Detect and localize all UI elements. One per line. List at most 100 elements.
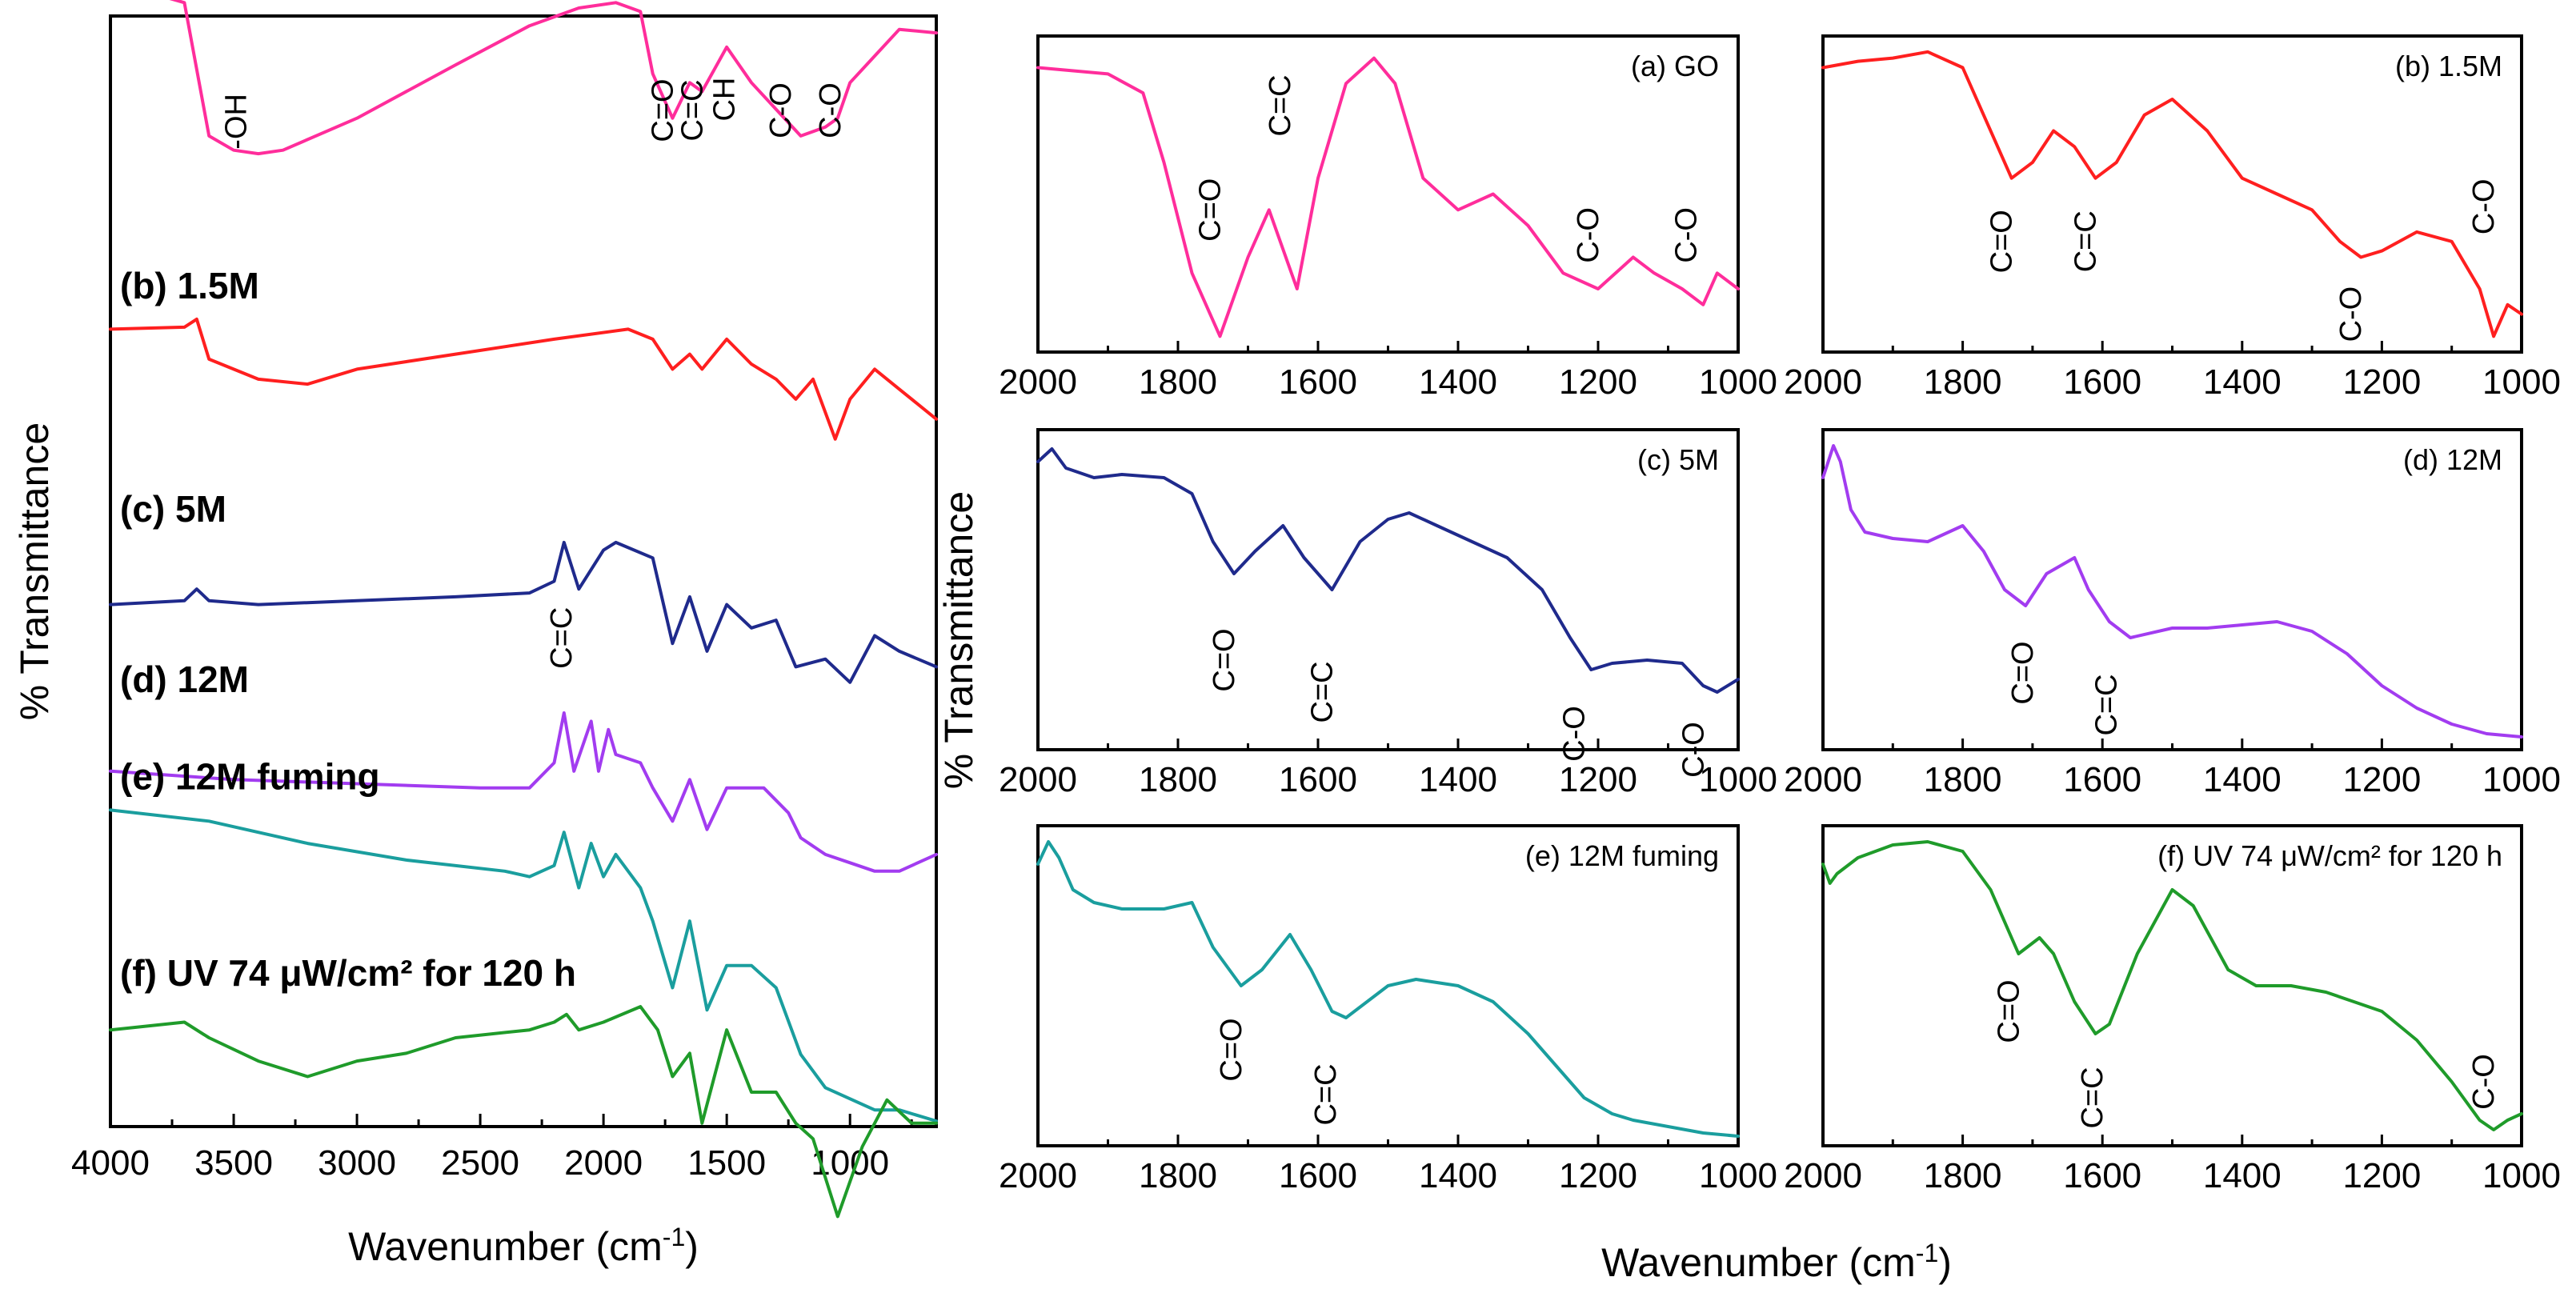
panel-d-x-tick-label: 1800	[1924, 760, 2002, 799]
panel-f-x-tick-label: 1000	[2482, 1156, 2561, 1195]
panel-a-x-tick-label: 1400	[1419, 362, 1497, 402]
panel-f-annotation: C=C	[2076, 1067, 2109, 1128]
left-series-e-line	[109, 808, 938, 1123]
left-annotation: C=C	[545, 607, 579, 669]
left-series-group	[109, 0, 938, 1219]
panel-a-frame	[1036, 34, 1740, 354]
panel-b-annotation: C=C	[2069, 210, 2102, 272]
panel-a: 2000 1800 1600 1400 1200 1000 (a) GO C=O C=C C-O C…	[999, 34, 1777, 402]
left-annotation: C-O	[764, 82, 798, 138]
left-annotation: C=C	[675, 79, 709, 141]
panel-d-x-tick-label: 1400	[2203, 760, 2282, 799]
panel-b-x-tick-label: 1000	[2482, 362, 2561, 402]
left-x-tick-label: 2000	[564, 1143, 643, 1183]
panel-b-annotation: C-O	[2467, 178, 2501, 234]
panel-c-annotation: C=O	[1208, 628, 1241, 691]
left-x-tick-label: 2500	[441, 1143, 519, 1183]
left-plot-frame	[109, 14, 938, 1128]
left-series-b-line	[109, 317, 938, 441]
left-annotations: -OH C=OC=CCH C-O C-OC=C	[219, 78, 847, 669]
panel-f-x-tick-label: 2000	[1784, 1156, 1862, 1195]
left-x-tick-label: 3500	[194, 1143, 273, 1183]
panel-b-x-tick-label: 2000	[1784, 362, 1862, 402]
panel-c-x-tick-label: 1800	[1139, 760, 1217, 799]
panel-d-frame	[1821, 428, 2523, 751]
panel-b: 2000 1800 1600 1400 1200 1000 (b) 1.5M C=O C=C C-…	[1784, 34, 2561, 402]
panel-e-title: (e) 12M fuming	[1525, 839, 1719, 872]
left-series-f-label: (f) UV 74 μW/cm² for 120 h	[120, 952, 576, 994]
right-x-axis-title: Wavenumber (cm-1)	[1601, 1239, 1952, 1285]
panel-f-frame	[1821, 824, 2523, 1147]
panel-c-title: (c) 5M	[1637, 443, 1719, 476]
panel-f-x-tick-label: 1800	[1924, 1156, 2002, 1195]
panel-a-x-tick-label: 1800	[1139, 362, 1217, 402]
panel-c-annotation: C=C	[1306, 661, 1340, 723]
left-series-d-label: (d) 12M	[120, 659, 249, 700]
left-series-c-label: (c) 5M	[120, 488, 226, 530]
panel-f-annotation: C-O	[2467, 1054, 2501, 1110]
panel-e-x-tick-label: 1000	[1699, 1156, 1777, 1195]
panel-f-x-tick-label: 1200	[2342, 1156, 2421, 1195]
left-x-axis-title: Wavenumber (cm-1)	[348, 1223, 699, 1269]
panel-b-x-tick-label: 1800	[1924, 362, 2002, 402]
panel-d-x-tick-label: 1600	[2063, 760, 2141, 799]
left-series-c-line	[109, 540, 938, 684]
panel-c-x-tick-label: 1200	[1559, 760, 1637, 799]
panel-b-x-tick-label: 1400	[2203, 362, 2282, 402]
panel-e-x-tick-label: 1800	[1139, 1156, 1217, 1195]
left-annotation: C=O	[646, 78, 679, 142]
panel-c-x-tick-label: 1400	[1419, 760, 1497, 799]
panel-d-annotation: C=O	[2006, 641, 2040, 704]
panel-b-title: (b) 1.5M	[2395, 50, 2502, 82]
panel-a-x-tick-label: 1200	[1559, 362, 1637, 402]
panel-b-line	[1821, 50, 2523, 338]
panel-b-annotation: C-O	[2334, 286, 2368, 342]
left-x-tick-label: 4000	[71, 1143, 150, 1183]
panel-d-line	[1821, 444, 2523, 739]
panel-e-x-tick-label: 1600	[1279, 1156, 1357, 1195]
left-x-tick-label: 3000	[318, 1143, 396, 1183]
panel-a-title: (a) GO	[1631, 50, 1719, 82]
left-series-a-line	[169, 0, 938, 156]
panel-d-x-tick-label: 1000	[2482, 760, 2561, 799]
left-series-labels: (a) GO(b) 1.5M(c) 5M(d) 12M(e) 12M fumin…	[120, 265, 576, 994]
panel-e-line	[1036, 840, 1740, 1138]
panel-e-x-tick-label: 1400	[1419, 1156, 1497, 1195]
left-series-f-line	[109, 1005, 938, 1219]
panel-b-annotation: C=O	[1985, 210, 2019, 273]
right-panels: 2000 1800 1600 1400 1200 1000 (a) GO C=O C=C C-O C…	[999, 34, 2561, 1195]
panel-b-x-tick-label: 1200	[2342, 362, 2421, 402]
left-x-tick-label: 1500	[687, 1143, 766, 1183]
panel-b-frame	[1821, 34, 2523, 354]
left-series-e-label: (e) 12M fuming	[120, 755, 380, 797]
panel-f-annotation: C=O	[1992, 979, 2025, 1043]
panel-d: 2000 1800 1600 1400 1200 1000 (d) 12M C=O C=C	[1784, 428, 2561, 799]
panel-e: 2000 1800 1600 1400 1200 1000 (e) 12M fuming C=…	[999, 824, 1777, 1195]
panel-a-x-tick-label: 1600	[1279, 362, 1357, 402]
left-y-axis-title: % Transmittance	[12, 422, 57, 720]
panel-c-annotation: C-O	[1558, 706, 1592, 762]
panel-d-title: (d) 12M	[2403, 443, 2502, 476]
panel-f-line	[1821, 840, 2523, 1131]
panel-d-annotation: C=C	[2090, 674, 2124, 735]
left-series-d-line	[109, 711, 938, 873]
panel-a-annotation: C=C	[1264, 74, 1297, 136]
panel-e-annotation: C=C	[1309, 1063, 1343, 1125]
panel-a-x-tick-label: 1000	[1699, 362, 1777, 402]
left-annotation: CH	[707, 78, 741, 122]
right-y-axis-title: % Transmittance	[936, 491, 981, 789]
panel-a-annotation: C=O	[1194, 178, 1228, 242]
panel-f: 2000 1800 1600 1400 1200 1000 (f) UV 74 μW/cm²…	[1784, 824, 2561, 1195]
panel-b-x-tick-label: 1600	[2063, 362, 2141, 402]
panel-c-x-tick-label: 1600	[1279, 760, 1357, 799]
panel-e-annotation: C=O	[1215, 1018, 1248, 1081]
panel-d-x-tick-label: 2000	[1784, 760, 1862, 799]
panel-f-x-tick-label: 1400	[2203, 1156, 2282, 1195]
panel-f-title: (f) UV 74 μW/cm² for 120 h	[2157, 839, 2502, 872]
left-series-b-label: (b) 1.5M	[120, 265, 259, 306]
panel-d-x-tick-label: 1200	[2342, 760, 2421, 799]
panel-a-line	[1036, 56, 1740, 338]
panel-a-x-tick-label: 2000	[999, 362, 1077, 402]
